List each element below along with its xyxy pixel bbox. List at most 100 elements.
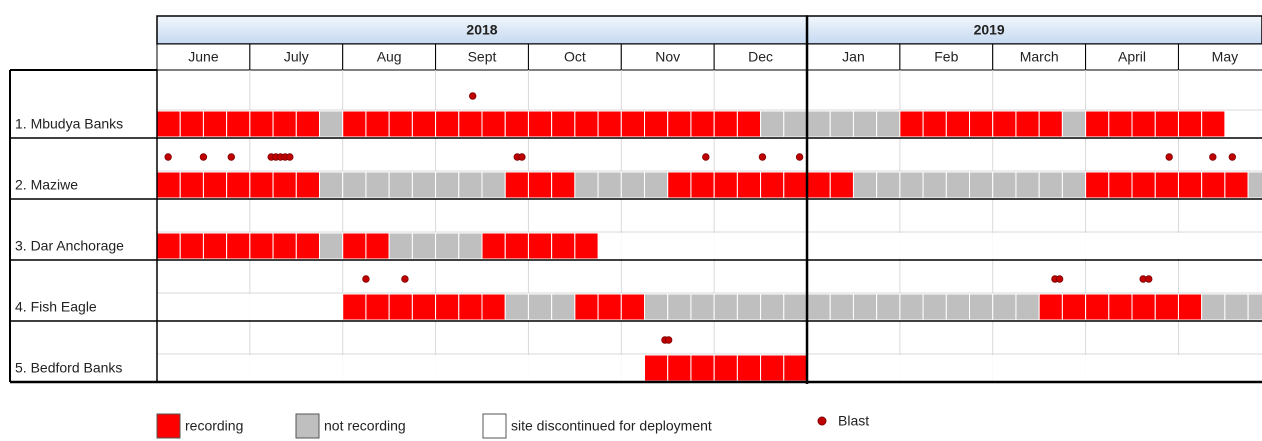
week-cell bbox=[1108, 355, 1133, 381]
week-cell bbox=[899, 293, 924, 321]
month-header bbox=[249, 43, 344, 71]
month-header bbox=[1177, 43, 1262, 71]
week-cell bbox=[736, 110, 762, 138]
week-cell bbox=[1154, 171, 1179, 199]
month-header bbox=[713, 43, 808, 71]
week-cell bbox=[1039, 233, 1063, 259]
week-cell bbox=[829, 293, 854, 321]
blast bbox=[469, 92, 477, 100]
week-cell bbox=[1061, 110, 1087, 138]
week-cell bbox=[319, 110, 344, 138]
week-cell bbox=[481, 232, 506, 260]
week-cell bbox=[1178, 355, 1202, 381]
week-cell bbox=[342, 110, 367, 138]
week-cell bbox=[389, 355, 413, 381]
month-label: Feb bbox=[934, 49, 958, 65]
week-cell bbox=[807, 233, 831, 259]
legend-swatch bbox=[482, 413, 507, 439]
week-cell bbox=[783, 171, 808, 199]
week-cell bbox=[1155, 233, 1179, 259]
month-header bbox=[620, 43, 715, 71]
week-cell bbox=[899, 110, 924, 138]
week-cell bbox=[1131, 171, 1156, 199]
week-cell bbox=[226, 110, 251, 138]
week-cell bbox=[690, 354, 715, 382]
week-cell bbox=[830, 355, 854, 381]
week-cell bbox=[156, 232, 181, 260]
site-label: 3. Dar Anchorage bbox=[15, 238, 124, 254]
week-cell bbox=[1085, 233, 1109, 259]
week-cell bbox=[852, 110, 878, 138]
week-cell bbox=[597, 171, 622, 199]
week-cell bbox=[783, 293, 808, 321]
week-cell bbox=[945, 171, 971, 199]
week-cell bbox=[807, 355, 831, 381]
week-cell bbox=[388, 293, 413, 321]
week-cell bbox=[1224, 111, 1249, 137]
blast bbox=[1165, 153, 1173, 161]
week-cell bbox=[412, 355, 436, 381]
week-cell bbox=[922, 293, 947, 321]
legend-swatch bbox=[295, 413, 320, 439]
blast bbox=[401, 275, 409, 283]
month-label: March bbox=[1020, 49, 1059, 65]
week-cell bbox=[644, 354, 669, 382]
week-cell bbox=[411, 171, 437, 199]
week-cell bbox=[1201, 355, 1225, 381]
week-cell bbox=[1154, 110, 1179, 138]
week-cell bbox=[527, 110, 553, 138]
week-cell bbox=[736, 354, 762, 382]
week-cell bbox=[1085, 293, 1110, 321]
week-cell bbox=[1062, 355, 1086, 381]
week-cell bbox=[574, 293, 599, 321]
week-cell bbox=[667, 293, 692, 321]
week-cell bbox=[1062, 233, 1086, 259]
week-cell bbox=[1201, 110, 1226, 138]
week-cell bbox=[388, 171, 413, 199]
week-cell bbox=[713, 293, 738, 321]
week-cell bbox=[1131, 110, 1156, 138]
week-cell bbox=[690, 233, 715, 259]
week-cell bbox=[551, 355, 575, 381]
week-cell bbox=[342, 171, 367, 199]
week-cell bbox=[156, 171, 181, 199]
week-cell bbox=[179, 232, 204, 260]
week-cell bbox=[829, 110, 854, 138]
week-cell bbox=[203, 355, 227, 381]
week-cell bbox=[969, 171, 994, 199]
week-cell bbox=[435, 293, 460, 321]
month-header bbox=[527, 43, 622, 71]
legend-label: not recording bbox=[324, 418, 406, 434]
week-cell bbox=[226, 171, 251, 199]
week-cell bbox=[1248, 355, 1262, 381]
week-cell bbox=[295, 171, 321, 199]
month-label: May bbox=[1212, 49, 1238, 65]
week-cell bbox=[574, 110, 599, 138]
week-cell bbox=[365, 110, 390, 138]
week-cell bbox=[528, 355, 552, 381]
week-cell bbox=[272, 110, 297, 138]
week-cell bbox=[736, 293, 762, 321]
blast bbox=[518, 153, 526, 161]
week-cell bbox=[1015, 355, 1040, 381]
week-cell bbox=[783, 354, 808, 382]
week-cell bbox=[690, 171, 715, 199]
week-cell bbox=[620, 293, 646, 321]
week-cell bbox=[598, 355, 622, 381]
week-cell bbox=[481, 171, 506, 199]
week-cell bbox=[1248, 111, 1262, 137]
week-cell bbox=[481, 110, 506, 138]
week-cell bbox=[992, 293, 1017, 321]
week-cell bbox=[551, 232, 576, 260]
week-cell bbox=[853, 355, 877, 381]
week-cell bbox=[667, 171, 692, 199]
week-cell bbox=[504, 232, 529, 260]
legend-blast bbox=[817, 416, 827, 426]
site-label: 5. Bedford Banks bbox=[15, 360, 122, 376]
week-cell bbox=[690, 110, 715, 138]
week-cell bbox=[829, 171, 854, 199]
week-cell bbox=[365, 171, 390, 199]
week-cell bbox=[1224, 293, 1249, 321]
week-cell bbox=[830, 233, 854, 259]
